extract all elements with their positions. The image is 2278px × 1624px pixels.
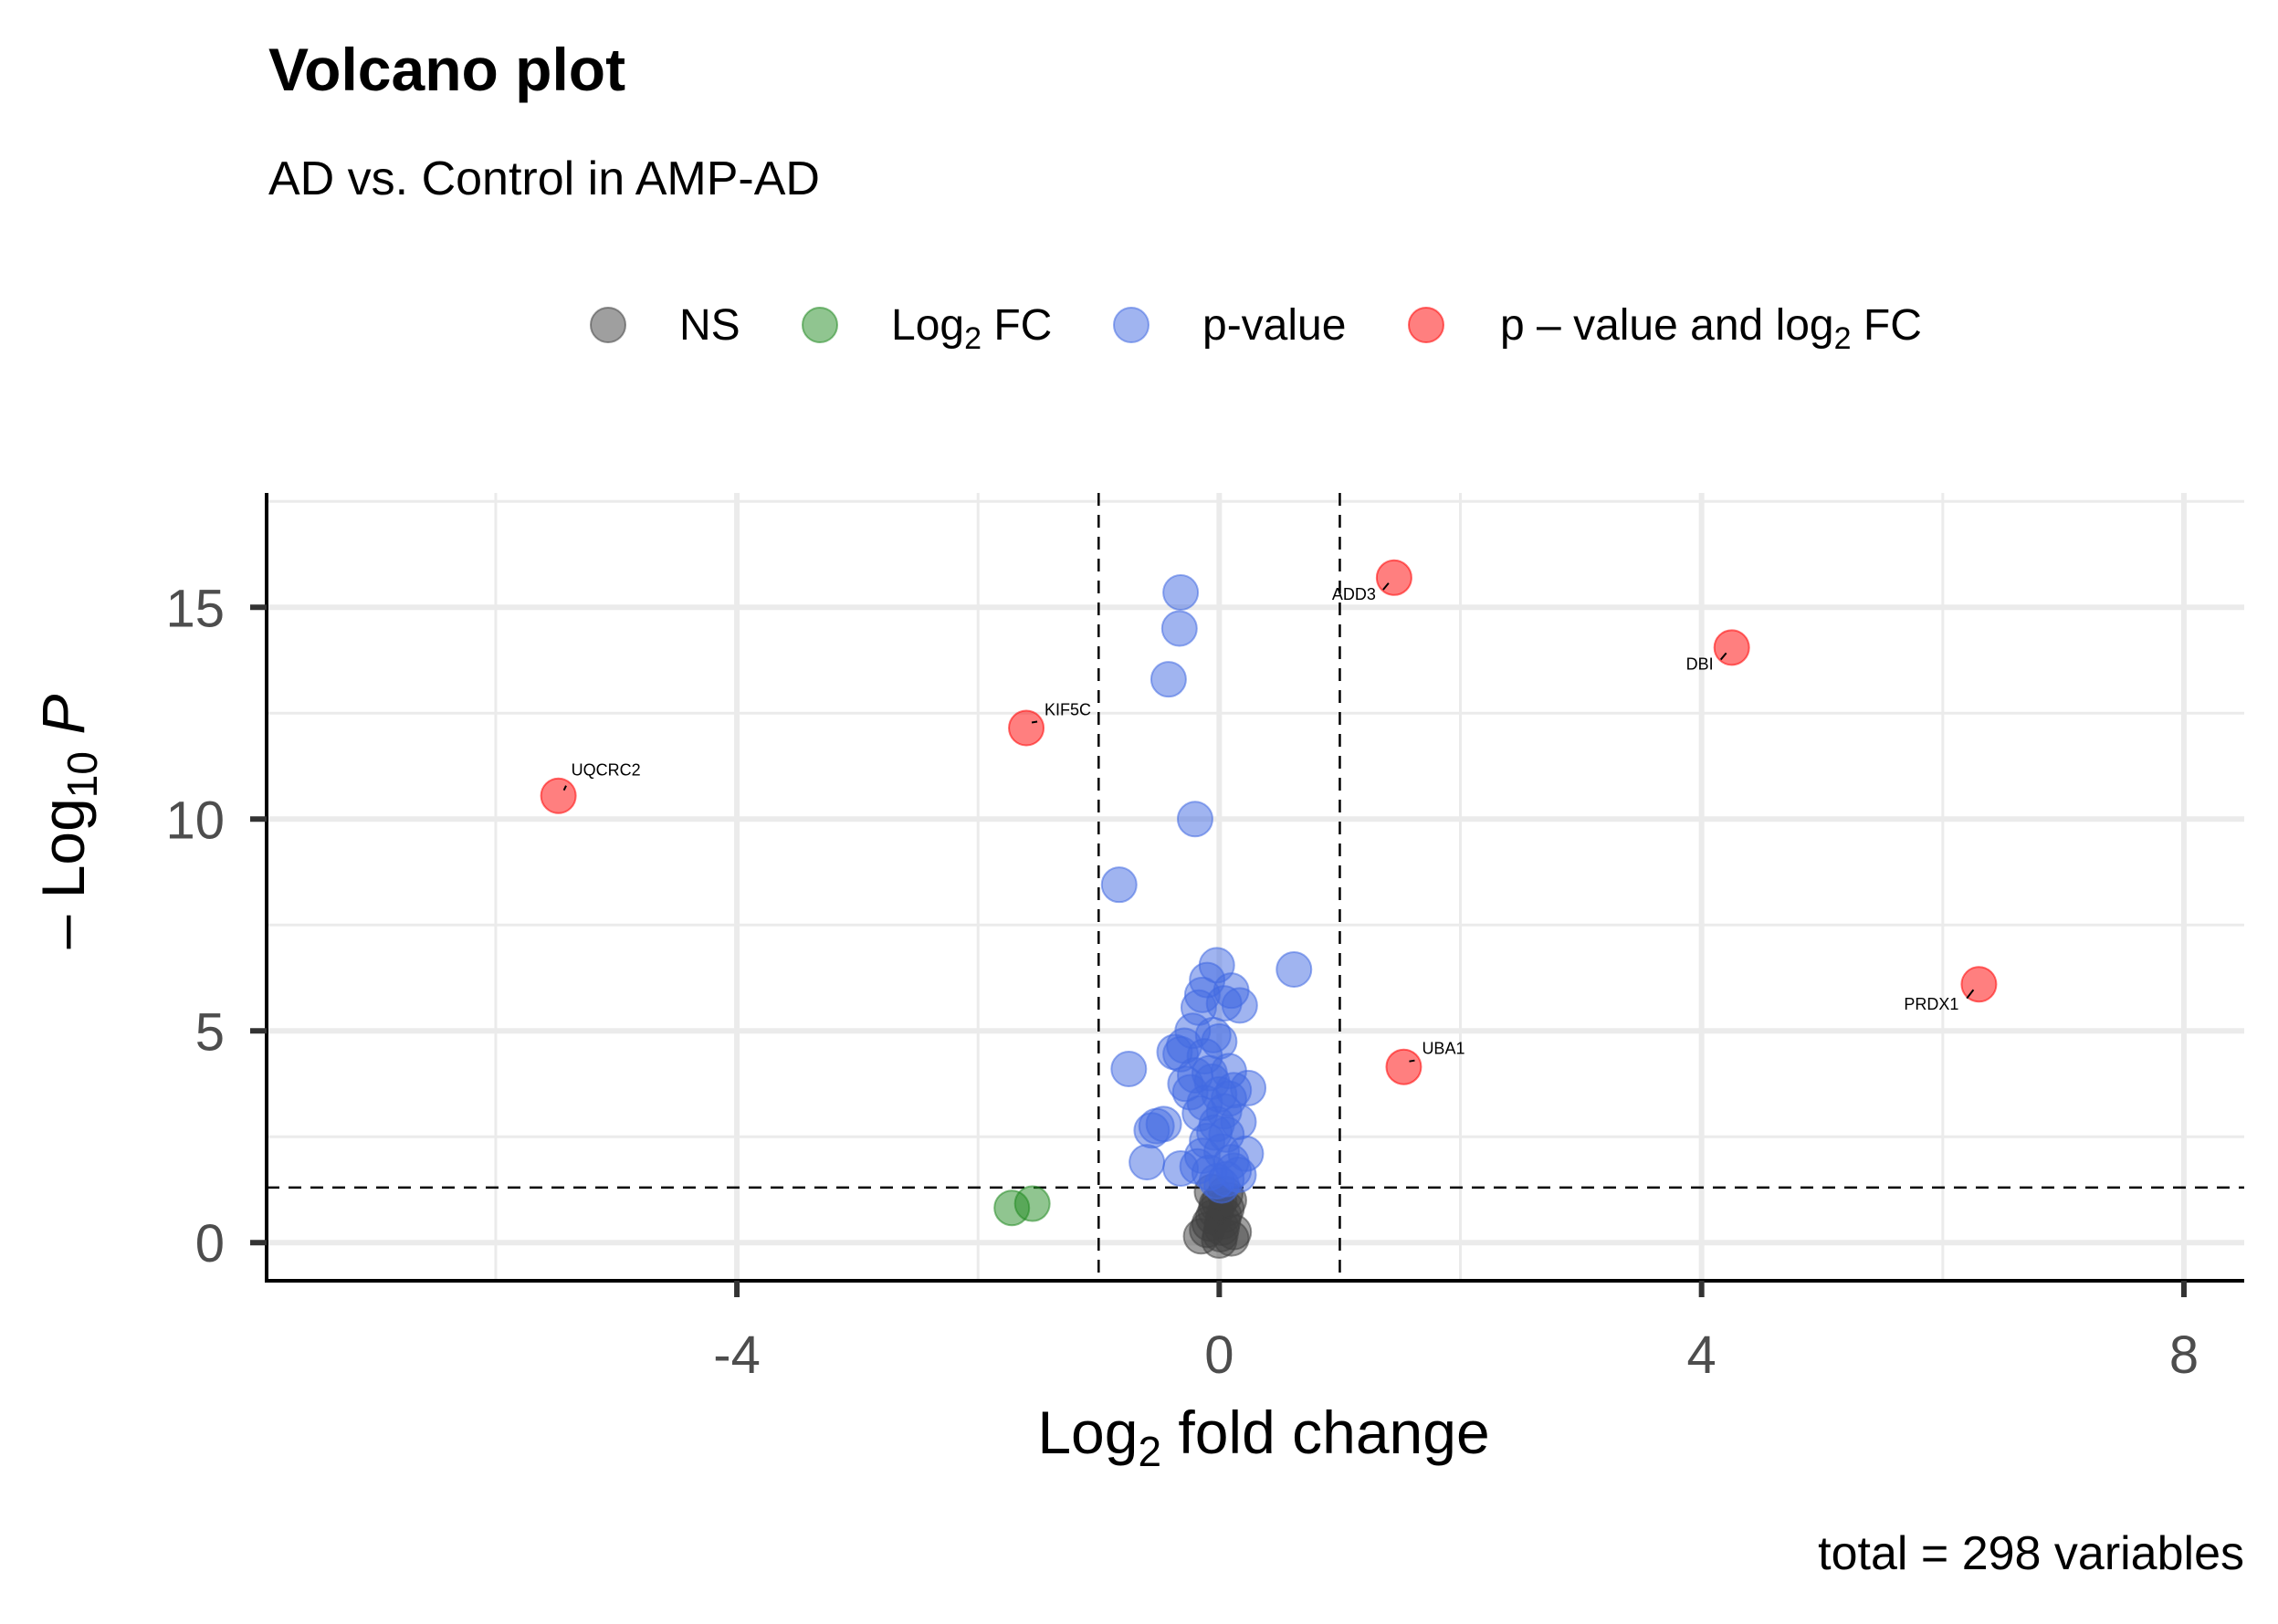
legend-label-p: p-value xyxy=(1202,301,1346,350)
point-annotations: ADD3 DBI KIF5C UQCRC2 PRDX1 UBA1 xyxy=(562,582,1975,1063)
point-p xyxy=(1186,1038,1223,1075)
point-both xyxy=(1713,629,1750,666)
chart-caption: total = 298 variables xyxy=(1818,1527,2244,1580)
annotation-connector xyxy=(1382,582,1390,591)
chart-title: Volcano plot xyxy=(268,36,626,103)
annotation-label: UQCRC2 xyxy=(572,761,641,780)
point-p xyxy=(1203,1167,1241,1204)
annotation-label: PRDX1 xyxy=(1904,995,1958,1013)
chart-legend: NS Log2 FC p-value p – value and log2 FC xyxy=(590,301,1922,356)
point-ns xyxy=(1215,1213,1253,1251)
point-p xyxy=(1179,1147,1216,1185)
y-tick-label: 5 xyxy=(195,1002,225,1062)
point-both xyxy=(1385,1048,1422,1085)
annotation-label: DBI xyxy=(1686,655,1714,673)
point-fc xyxy=(1013,1185,1051,1222)
x-axis-title: Log2 fold change xyxy=(1037,1399,1489,1475)
legend-label-ns: NS xyxy=(679,301,740,350)
point-p xyxy=(1160,610,1198,647)
x-tick-label: 8 xyxy=(2169,1325,2199,1385)
point-p xyxy=(1162,574,1200,612)
y-tick-label: 10 xyxy=(165,791,225,850)
data-points xyxy=(540,559,1998,1259)
point-both xyxy=(1375,559,1412,596)
annotation-connector xyxy=(562,785,567,791)
y-axis-title: – Log10 P xyxy=(29,695,106,949)
annotation-connector xyxy=(1719,652,1727,661)
point-p xyxy=(1133,1112,1170,1149)
legend-key-p xyxy=(1113,307,1149,343)
threshold-lines xyxy=(267,493,2244,1281)
point-both xyxy=(540,777,577,814)
legend-label-both: p – value and log2 FC xyxy=(1500,301,1922,356)
point-p xyxy=(1205,985,1243,1022)
point-p xyxy=(1149,661,1187,698)
x-tick-label: -4 xyxy=(713,1325,761,1385)
legend-key-both xyxy=(1408,307,1444,343)
point-p xyxy=(1100,866,1138,904)
annotation-label: KIF5C xyxy=(1045,701,1091,719)
y-tick-label: 15 xyxy=(165,579,225,638)
point-p xyxy=(1110,1051,1148,1088)
point-p xyxy=(1196,1114,1233,1151)
legend-key-ns xyxy=(590,307,626,343)
minor-gridlines xyxy=(267,493,2244,1281)
point-p xyxy=(1210,1080,1247,1117)
annotation-connector xyxy=(1409,1059,1415,1063)
point-both xyxy=(1008,709,1045,747)
point-both xyxy=(1960,966,1998,1003)
x-tick-label: 4 xyxy=(1687,1325,1716,1385)
tick-labels: -4 0 4 8 0 5 10 15 xyxy=(165,579,2199,1385)
axes xyxy=(265,493,2244,1283)
annotation-connector xyxy=(1966,989,1975,1000)
major-gridlines xyxy=(267,493,2244,1281)
legend-label-fc: Log2 FC xyxy=(891,301,1052,356)
point-p xyxy=(1129,1144,1166,1181)
annotation-label: UBA1 xyxy=(1422,1040,1464,1058)
axis-titles: Log2 fold change – Log10 P xyxy=(29,695,1490,1475)
annotation-label: ADD3 xyxy=(1332,585,1376,603)
point-p xyxy=(1275,950,1313,988)
chart-subtitle: AD vs. Control in AMP-AD xyxy=(268,152,820,205)
y-tick-label: 0 xyxy=(195,1214,225,1273)
x-tick-label: 0 xyxy=(1204,1325,1233,1385)
legend-key-fc xyxy=(802,307,838,343)
annotation-connector xyxy=(1031,720,1038,724)
point-p xyxy=(1176,801,1213,838)
